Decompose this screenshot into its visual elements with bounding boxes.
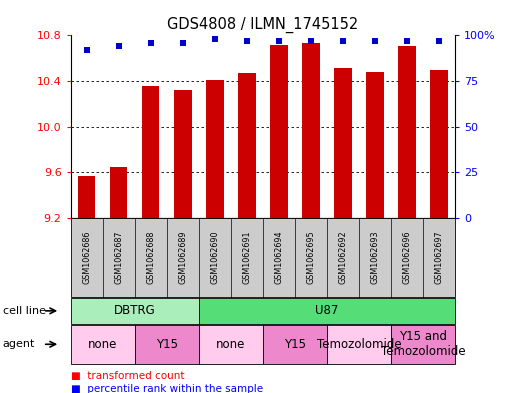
Text: GSM1062696: GSM1062696: [403, 231, 412, 284]
Point: [306, 38, 315, 44]
Text: GSM1062692: GSM1062692: [338, 231, 347, 284]
Point: [339, 38, 347, 44]
Text: GSM1062695: GSM1062695: [306, 231, 315, 284]
Text: none: none: [88, 338, 117, 351]
Text: Y15 and
Temozolomide: Y15 and Temozolomide: [381, 330, 465, 358]
Bar: [398, 46, 416, 218]
Bar: [174, 90, 191, 218]
Point: [83, 47, 91, 53]
Bar: [238, 73, 256, 218]
Bar: [270, 44, 288, 218]
Text: Temozolomide: Temozolomide: [316, 338, 401, 351]
Point: [115, 43, 123, 50]
Text: none: none: [216, 338, 245, 351]
Text: cell line: cell line: [3, 306, 46, 316]
Point: [243, 38, 251, 44]
Text: Y15: Y15: [156, 338, 178, 351]
Text: ■  transformed count: ■ transformed count: [71, 371, 184, 382]
Bar: [430, 70, 448, 218]
Bar: [78, 176, 95, 218]
Point: [403, 38, 411, 44]
Bar: [110, 167, 128, 218]
Text: GSM1062693: GSM1062693: [370, 231, 379, 284]
Text: GSM1062691: GSM1062691: [242, 231, 251, 284]
Text: GSM1062690: GSM1062690: [210, 231, 219, 284]
Point: [211, 36, 219, 42]
Text: GSM1062689: GSM1062689: [178, 231, 187, 284]
Text: U87: U87: [315, 304, 338, 318]
Text: GSM1062694: GSM1062694: [275, 231, 283, 284]
Bar: [302, 43, 320, 218]
Text: GSM1062687: GSM1062687: [114, 231, 123, 284]
Point: [435, 38, 443, 44]
Text: DBTRG: DBTRG: [114, 304, 155, 318]
Point: [371, 38, 379, 44]
Point: [146, 40, 155, 46]
Point: [275, 38, 283, 44]
Point: [178, 40, 187, 46]
Bar: [206, 80, 223, 218]
Bar: [366, 72, 384, 218]
Bar: [142, 86, 160, 218]
Text: GSM1062688: GSM1062688: [146, 231, 155, 284]
Text: Y15: Y15: [284, 338, 306, 351]
Title: GDS4808 / ILMN_1745152: GDS4808 / ILMN_1745152: [167, 17, 358, 33]
Text: GSM1062686: GSM1062686: [82, 231, 91, 284]
Bar: [334, 68, 351, 218]
Text: agent: agent: [3, 339, 35, 349]
Text: GSM1062697: GSM1062697: [435, 231, 444, 284]
Text: ■  percentile rank within the sample: ■ percentile rank within the sample: [71, 384, 263, 393]
